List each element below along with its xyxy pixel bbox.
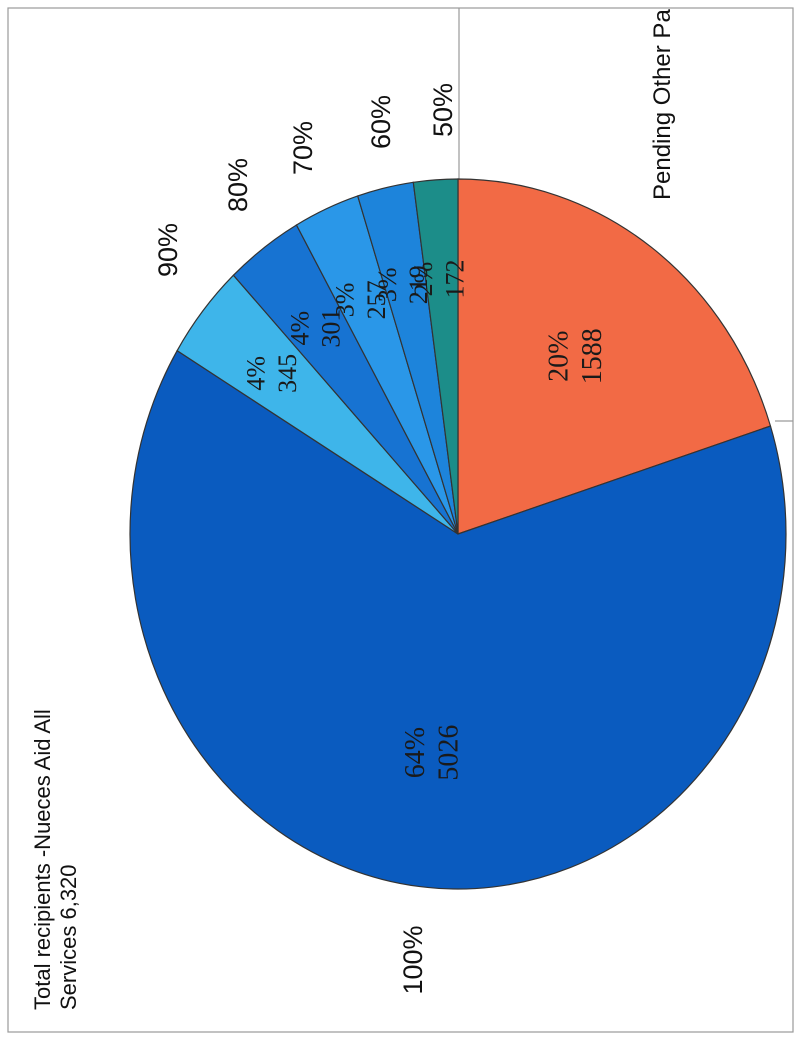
outer-percent-label: 80% (223, 158, 253, 212)
outer-percent-label: 90% (153, 223, 183, 277)
slice-value-label: 1588 (577, 328, 608, 384)
slice-value-label: 257 (362, 280, 391, 319)
slice-value-label: 301 (317, 309, 346, 348)
outer-percent-label: 70% (288, 121, 318, 175)
pie-slices (129, 178, 787, 890)
outer-percent-label: 60% (366, 95, 396, 149)
slice-percent-label: 2% (409, 262, 438, 297)
outer-percent-label: 100% (398, 925, 428, 994)
pie-slice-172 (412, 178, 459, 535)
outer-percent-label: 50% (428, 83, 458, 137)
slice-value-label: 219 (404, 265, 433, 304)
slice-value-label: 5026 (434, 725, 465, 781)
corner-series-label: Pending Other Pa (649, 9, 676, 200)
chart-border (7, 7, 794, 1033)
pie-slice-5026 (129, 349, 787, 890)
chart-title-line1: Total recipients -Nueces Aid All (30, 709, 55, 1010)
slice-percent-label: 4% (242, 356, 271, 391)
slice-value-label: 345 (273, 354, 302, 393)
slice-percent-label: 3% (373, 267, 402, 302)
slice-value-label: 172 (440, 259, 469, 298)
slice-percent-label: 3% (331, 283, 360, 318)
slice-percent-label: 20% (544, 331, 575, 382)
chart-title-line2: Services 6,320 (56, 864, 81, 1010)
pie-slice-1588 (457, 178, 772, 535)
slice-percent-label: 4% (285, 311, 314, 346)
slice-percent-label: 64% (400, 727, 431, 778)
